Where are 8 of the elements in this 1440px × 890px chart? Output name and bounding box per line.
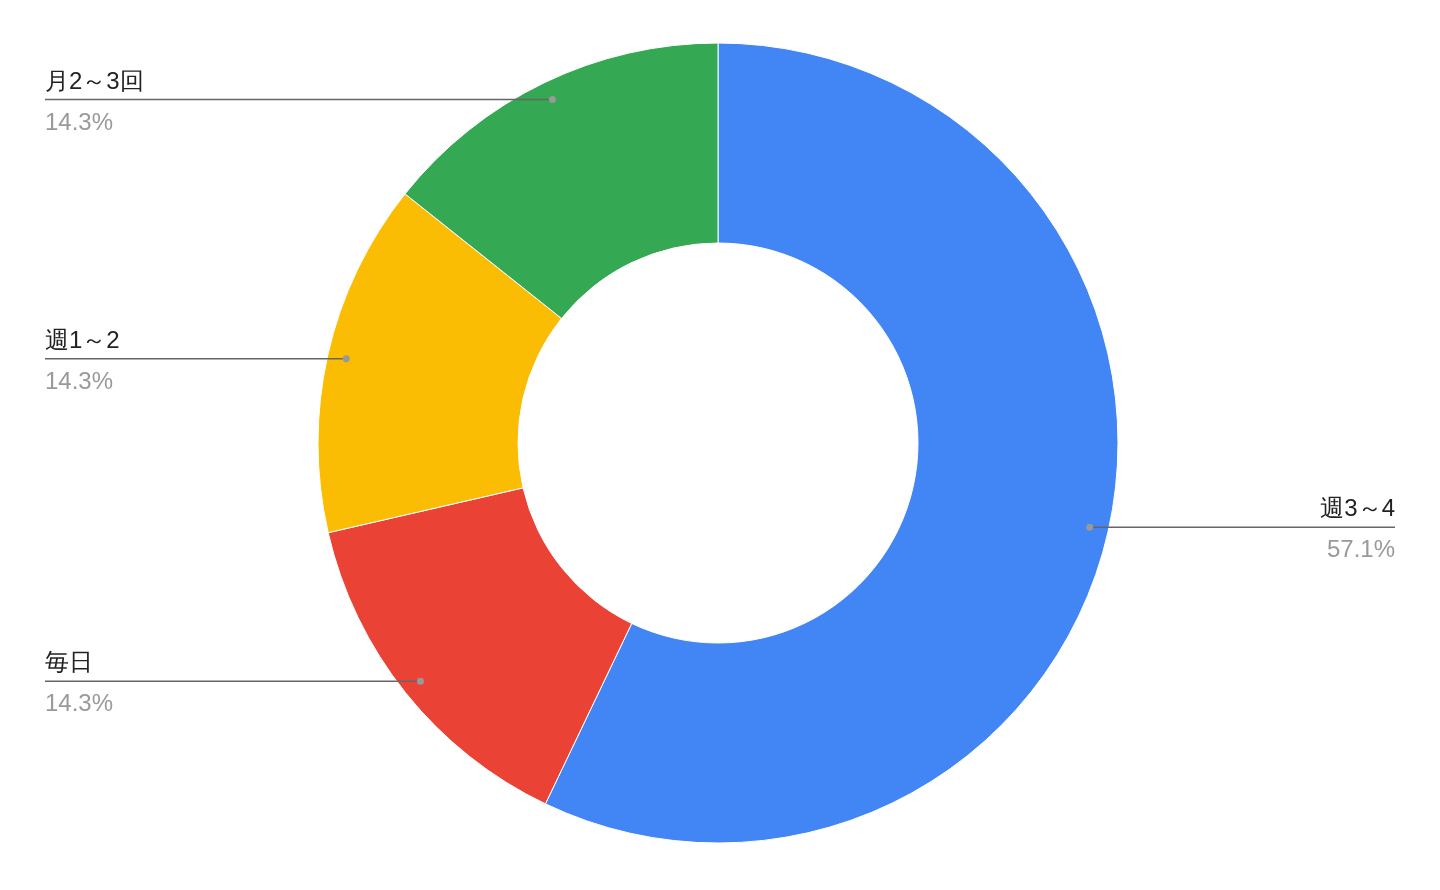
slice-label: 毎日 [45,648,93,676]
data-label: 14.3% [45,107,114,135]
data-label: 14.3% [45,366,114,394]
data-label: 14.3% [45,689,114,717]
data-label: 57.1% [1326,535,1395,563]
slice-label: 月2～3回 [45,66,144,94]
slice-label: 週1～2 [45,325,120,353]
slice-label: 週3～4 [1320,494,1395,522]
